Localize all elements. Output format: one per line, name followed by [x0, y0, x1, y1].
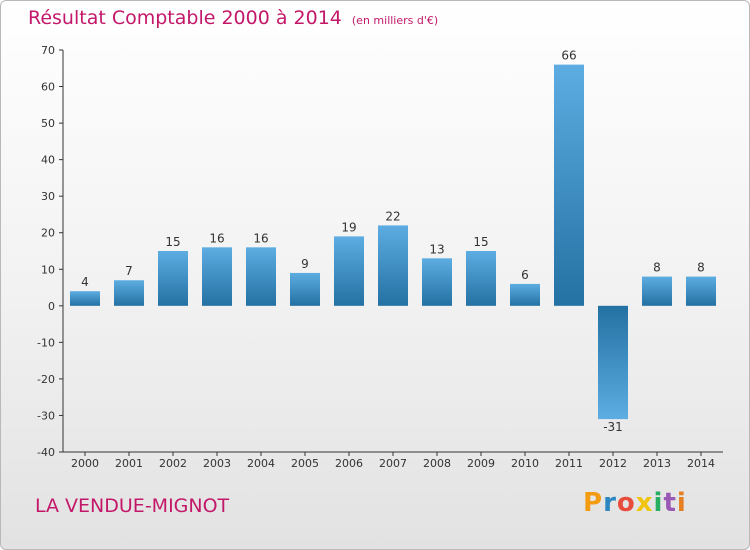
- x-tick-label: 2012: [599, 457, 627, 470]
- bar-value-label: 8: [697, 261, 705, 275]
- x-tick-label: 2009: [467, 457, 495, 470]
- bar: [246, 247, 276, 306]
- chart-unit: (en milliers d'€): [351, 14, 439, 27]
- bar-value-label: 15: [473, 235, 488, 249]
- bar: [422, 258, 452, 306]
- bar: [642, 276, 672, 306]
- x-tick-label: 2014: [687, 457, 715, 470]
- y-tick-label: -30: [37, 409, 55, 422]
- x-tick-label: 2003: [203, 457, 231, 470]
- x-tick-label: 2011: [555, 457, 583, 470]
- bar-value-label: 15: [165, 235, 180, 249]
- logo-letter: o: [616, 488, 636, 518]
- y-tick-label: 10: [41, 263, 55, 276]
- bar-value-label: 19: [341, 220, 356, 234]
- x-tick-label: 2006: [335, 457, 363, 470]
- logo-letter: i: [653, 488, 664, 518]
- x-tick-label: 2004: [247, 457, 275, 470]
- commune-name: LA VENDUE-MIGNOT: [35, 495, 230, 517]
- logo-letter: t: [663, 488, 677, 518]
- x-tick-label: 2010: [511, 457, 539, 470]
- x-tick-label: 2007: [379, 457, 407, 470]
- proxiti-logo[interactable]: Proxiti: [583, 488, 687, 518]
- bar: [598, 305, 628, 420]
- bar-value-label: 66: [561, 49, 576, 63]
- x-tick-label: 2001: [115, 457, 143, 470]
- x-tick-label: 2013: [643, 457, 671, 470]
- y-tick-label: 70: [41, 44, 55, 57]
- y-tick-label: 20: [41, 227, 55, 240]
- y-tick-label: 0: [48, 300, 55, 313]
- bar: [686, 276, 716, 306]
- bar-value-label: 13: [429, 242, 444, 256]
- bar: [334, 236, 364, 306]
- y-tick-label: 30: [41, 190, 55, 203]
- y-tick-label: -10: [37, 336, 55, 349]
- title-row: Résultat Comptable 2000 à 2014 (en millie…: [28, 7, 438, 29]
- x-tick-label: 2002: [159, 457, 187, 470]
- bar-value-label: 4: [81, 275, 89, 289]
- y-tick-label: -40: [37, 446, 55, 459]
- logo-letter: x: [635, 488, 654, 518]
- logo-letter: i: [676, 488, 687, 518]
- bar-value-label: -31: [603, 420, 623, 434]
- bar: [202, 247, 232, 306]
- bar-value-label: 22: [385, 209, 400, 223]
- y-tick-label: 60: [41, 81, 55, 94]
- y-tick-label: 50: [41, 117, 55, 130]
- bar: [158, 251, 188, 306]
- bar: [114, 280, 144, 306]
- bar: [554, 64, 584, 306]
- bar: [290, 272, 320, 306]
- bar-value-label: 6: [521, 268, 529, 282]
- bar-value-label: 8: [653, 261, 661, 275]
- bar-value-label: 7: [125, 264, 133, 278]
- x-tick-label: 2005: [291, 457, 319, 470]
- x-tick-label: 2008: [423, 457, 451, 470]
- y-tick-label: -20: [37, 373, 55, 386]
- x-tick-label: 2000: [71, 457, 99, 470]
- bar: [466, 251, 496, 306]
- bar-value-label: 16: [209, 231, 224, 245]
- bar-value-label: 16: [253, 231, 268, 245]
- bar-value-label: 9: [301, 257, 309, 271]
- logo-letter: r: [603, 488, 617, 518]
- chart-title: Résultat Comptable 2000 à 2014: [28, 7, 342, 29]
- bar: [510, 283, 540, 306]
- y-tick-label: 40: [41, 154, 55, 167]
- logo-letter: P: [583, 488, 604, 518]
- bar: [70, 291, 100, 306]
- bar: [378, 225, 408, 306]
